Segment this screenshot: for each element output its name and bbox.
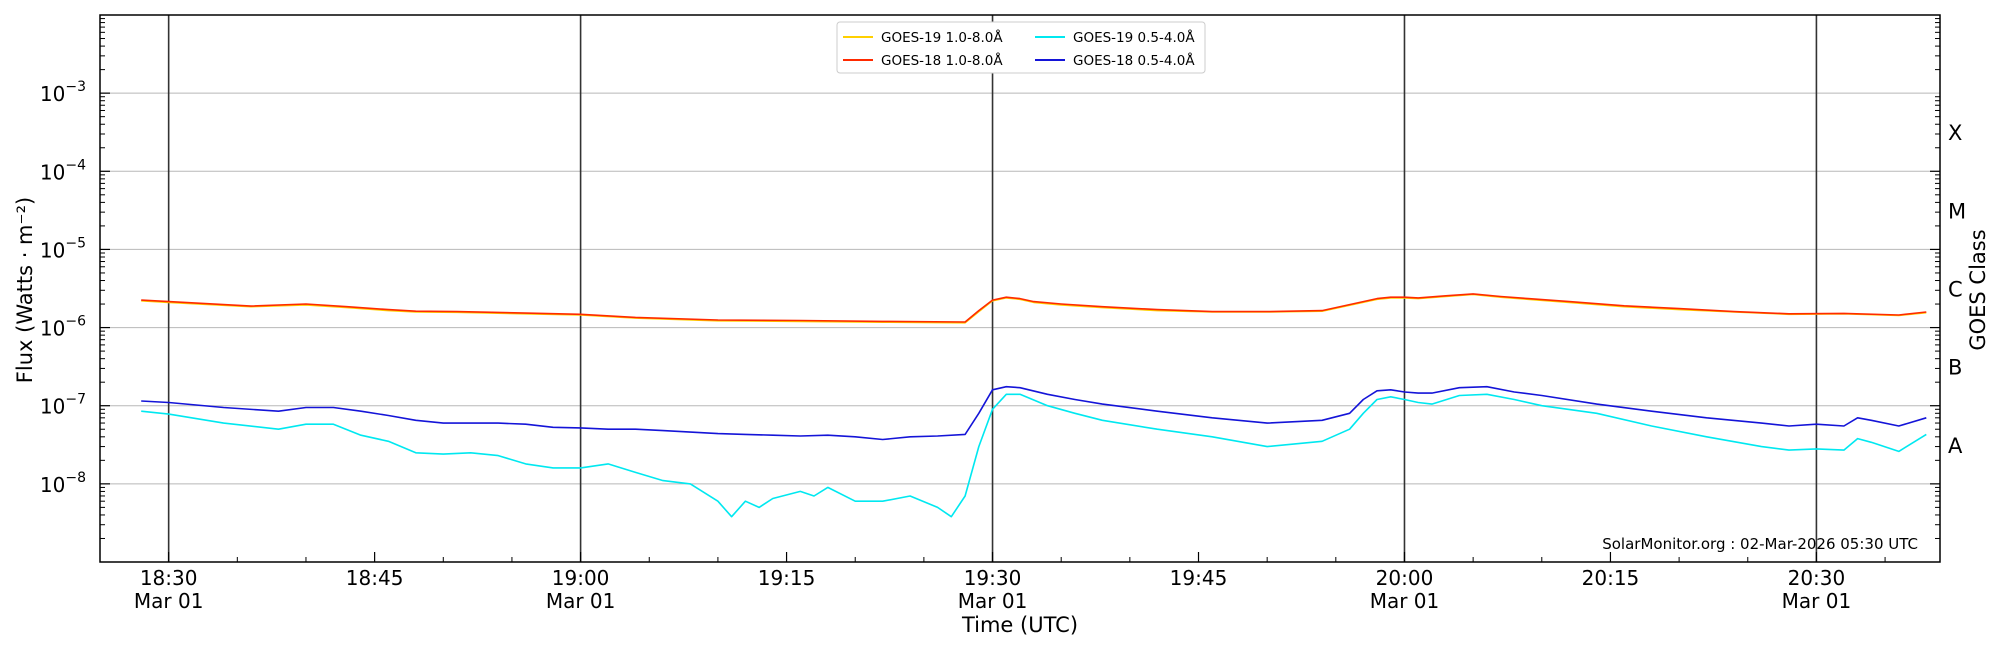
x-tick-date-label: Mar 01	[1370, 589, 1440, 613]
legend-box	[836, 21, 1206, 74]
y-axis-label: Flux (Watts · m⁻²)	[13, 197, 37, 383]
plot-frame	[99, 14, 1941, 563]
series-line-3	[141, 385, 1927, 441]
goes-class-letter: A	[1948, 434, 1963, 458]
x-tick-label: 20:15	[1582, 566, 1640, 590]
legend-label-goes18-short: GOES-18 0.5-4.0Å	[1073, 52, 1195, 69]
x-tick-label: 18:30	[140, 566, 198, 590]
series-layer	[141, 293, 1927, 518]
legend-label-goes18-long: GOES-18 1.0-8.0Å	[881, 52, 1003, 69]
x-tick-date-label: Mar 01	[134, 589, 204, 613]
x-tick-label: 19:45	[1170, 566, 1228, 590]
series-line-2	[141, 393, 1927, 518]
goes-class-letter: M	[1948, 199, 1966, 223]
y-tick-label: 10−6	[40, 314, 86, 341]
y-tick-label: 10−8	[40, 470, 86, 497]
goes-class-label: GOES Class	[1966, 229, 1990, 350]
legend-label-goes19-long: GOES-19 1.0-8.0Å	[881, 29, 1003, 46]
x-tick-date-label: Mar 01	[546, 589, 616, 613]
x-tick-label: 20:00	[1376, 566, 1434, 590]
x-tick-label: 19:15	[758, 566, 816, 590]
grid-layer	[100, 15, 1940, 562]
goes-class-letter: X	[1948, 121, 1962, 145]
x-axis-label: Time (UTC)	[961, 613, 1078, 637]
x-tick-date-label: Mar 01	[958, 589, 1028, 613]
credit-text: SolarMonitor.org : 02-Mar-2026 05:30 UTC	[1602, 535, 1918, 553]
x-tick-label: 18:45	[346, 566, 404, 590]
legend: GOES-19 1.0-8.0Å GOES-18 1.0-8.0Å GOES-1…	[836, 21, 1206, 74]
x-tick-label: 19:30	[964, 566, 1022, 590]
x-tick-label: 19:00	[552, 566, 610, 590]
goes-class-letter: C	[1948, 278, 1963, 302]
goes-class-letter: B	[1948, 356, 1962, 380]
y-tick-label: 10−3	[40, 79, 86, 106]
y-tick-label: 10−7	[40, 392, 86, 419]
legend-label-goes19-short: GOES-19 0.5-4.0Å	[1073, 29, 1195, 46]
x-tick-label: 20:30	[1788, 566, 1846, 590]
series-line-1	[141, 293, 1927, 323]
x-tick-date-label: Mar 01	[1782, 589, 1852, 613]
series-line-0	[141, 293, 1927, 324]
y-tick-label: 10−5	[40, 235, 86, 262]
y-tick-label: 10−4	[40, 157, 86, 184]
